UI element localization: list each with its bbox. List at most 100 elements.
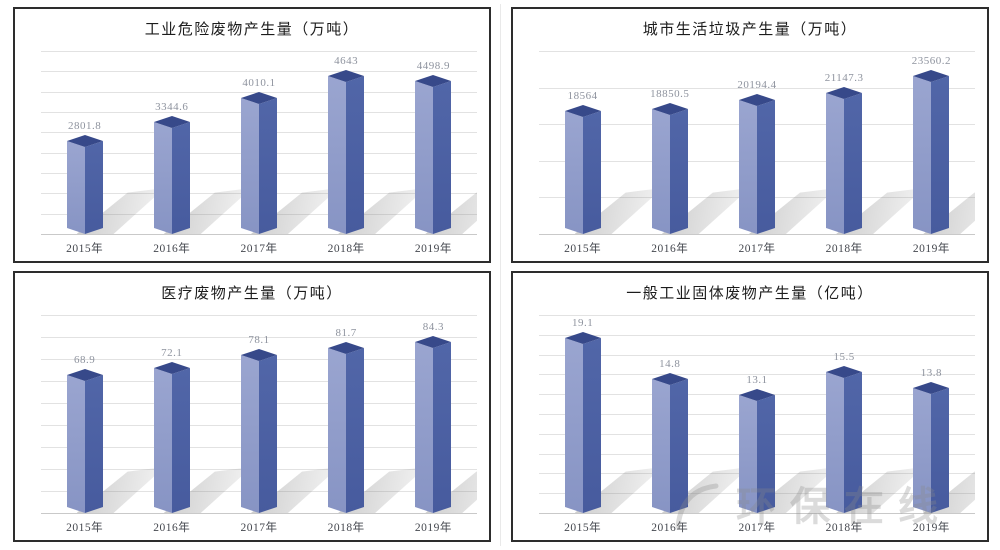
x-axis-label: 2017年 <box>738 522 776 534</box>
charts-grid: 工业危险废物产生量（万吨） 2801.8 3344.6 4010.1 4643 4498… <box>13 7 989 542</box>
bars-layer: 2801.8 3344.6 4010.1 4643 4498.9 <box>41 51 477 234</box>
bar-value-label: 21147.3 <box>824 72 864 84</box>
gridline <box>41 337 477 338</box>
x-axis-label: 2016年 <box>651 243 689 255</box>
bar-3d <box>913 382 950 513</box>
bar-slot: 19.1 <box>541 315 663 513</box>
gridline <box>539 334 975 336</box>
bar-value-label: 81.7 <box>335 327 357 339</box>
x-axis-labels: 2015年 2016年 2017年 2018年 2019年 <box>539 514 975 540</box>
gridline <box>539 315 975 316</box>
x-axis-label: 2019年 <box>912 243 950 255</box>
plot-area: 19.1 14.8 13.1 15.5 13.8 <box>539 315 975 514</box>
x-axis-label: 2015年 <box>564 522 602 534</box>
bar-3d <box>153 362 190 513</box>
bar-value-label: 15.5 <box>833 351 855 363</box>
chart-panel-urban-household-garbage: 城市生活垃圾产生量（万吨） 18564 18850.5 20194.4 21147.3… <box>511 7 989 263</box>
bar-slot: 72.1 <box>130 315 252 513</box>
x-axis-label: 2018年 <box>327 522 365 534</box>
gridline <box>539 51 975 52</box>
x-axis-label: 2016年 <box>651 522 689 534</box>
bar-3d <box>564 105 601 234</box>
x-axis-label: 2019年 <box>414 243 452 255</box>
x-axis-label: 2019年 <box>912 522 950 534</box>
chart-title: 医疗废物产生量（万吨） <box>161 286 343 302</box>
gridline <box>539 374 975 376</box>
bar-3d <box>738 94 775 234</box>
bar-value-label: 72.1 <box>161 347 183 359</box>
bar-slot: 68.9 <box>43 315 165 513</box>
chart-panel-medical-waste: 医疗废物产生量（万吨） 68.9 72.1 78.1 81.7 84.3 2015年 20… <box>13 271 491 542</box>
bar-slot: 14.8 <box>628 315 750 513</box>
bar-3d <box>66 135 103 234</box>
bar-slot: 23560.2 <box>890 51 975 234</box>
x-axis-label: 2016年 <box>153 522 191 534</box>
bars-layer: 18564 18850.5 20194.4 21147.3 23560.2 <box>539 51 975 234</box>
column-divider <box>500 4 501 546</box>
chart-title: 一般工业固体废物产生量（亿吨） <box>626 286 874 302</box>
bar-slot: 4643 <box>305 51 427 234</box>
chart-panel-industrial-hazardous-waste: 工业危险废物产生量（万吨） 2801.8 3344.6 4010.1 4643 4498… <box>13 7 491 263</box>
bar-3d <box>328 342 365 513</box>
gridline <box>41 315 477 316</box>
plot-area: 18564 18850.5 20194.4 21147.3 23560.2 <box>539 51 975 235</box>
x-axis-labels: 2015年 2016年 2017年 2018年 2019年 <box>41 235 477 261</box>
bars-layer: 19.1 14.8 13.1 15.5 13.8 <box>539 315 975 513</box>
bar-value-label: 4643 <box>334 55 359 67</box>
bar-3d <box>415 336 452 513</box>
bar-value-label: 4010.1 <box>242 77 276 89</box>
bar-3d <box>415 75 452 234</box>
x-axis-label: 2019年 <box>414 522 452 534</box>
x-axis-label: 2015年 <box>66 243 104 255</box>
gridline <box>539 87 975 89</box>
bar-3d <box>240 349 277 513</box>
bar-3d <box>826 87 863 234</box>
x-axis-label: 2017年 <box>738 243 776 255</box>
plot-area: 68.9 72.1 78.1 81.7 84.3 <box>41 315 477 514</box>
bar-3d <box>826 366 863 513</box>
chart-panel-general-industrial-solid-waste: 一般工业固体废物产生量（亿吨） 19.1 14.8 13.1 15.5 13.8 201… <box>511 271 989 542</box>
x-axis-label: 2017年 <box>240 243 278 255</box>
x-axis-label: 2018年 <box>825 522 863 534</box>
x-axis-label: 2016年 <box>153 243 191 255</box>
bar-3d <box>651 103 688 234</box>
bar-value-label: 68.9 <box>73 354 96 366</box>
bar-slot: 18850.5 <box>628 51 750 234</box>
bar-value-label: 78.1 <box>248 334 270 346</box>
bar-value-label: 14.8 <box>659 358 681 370</box>
bar-value-label: 23560.2 <box>911 55 951 67</box>
bar-slot: 13.8 <box>890 315 975 513</box>
gridline <box>41 51 477 52</box>
bar-slot: 4498.9 <box>392 51 477 234</box>
bar-3d <box>738 389 775 513</box>
x-axis-labels: 2015年 2016年 2017年 2018年 2019年 <box>41 514 477 540</box>
x-axis-label: 2015年 <box>66 522 104 534</box>
bar-3d <box>328 70 365 234</box>
bar-slot: 3344.6 <box>130 51 252 234</box>
bar-value-label: 19.1 <box>571 317 594 329</box>
chart-title: 城市生活垃圾产生量（万吨） <box>642 22 858 38</box>
bar-value-label: 18564 <box>567 90 598 102</box>
gridline <box>539 354 975 356</box>
x-axis-label: 2018年 <box>825 243 863 255</box>
bar-slot: 78.1 <box>218 315 339 513</box>
x-axis-label: 2018年 <box>327 243 365 255</box>
x-axis-labels: 2015年 2016年 2017年 2018年 2019年 <box>539 235 975 261</box>
bar-slot: 15.5 <box>803 315 925 513</box>
gridline <box>41 71 477 73</box>
bar-value-label: 4498.9 <box>416 60 450 72</box>
bar-slot: 21147.3 <box>803 51 925 234</box>
bar-slot: 20194.4 <box>716 51 837 234</box>
bar-3d <box>564 332 601 513</box>
bar-3d <box>153 116 190 234</box>
bar-3d <box>240 92 277 234</box>
bar-slot: 84.3 <box>392 315 477 513</box>
bar-value-label: 3344.6 <box>155 101 189 113</box>
bar-slot: 2801.8 <box>43 51 165 234</box>
bar-value-label: 13.8 <box>920 367 942 379</box>
bar-slot: 81.7 <box>305 315 427 513</box>
bar-slot: 13.1 <box>716 315 837 513</box>
bar-value-label: 20194.4 <box>737 79 777 91</box>
bars-layer: 68.9 72.1 78.1 81.7 84.3 <box>41 315 477 513</box>
x-axis-label: 2017年 <box>240 522 278 534</box>
